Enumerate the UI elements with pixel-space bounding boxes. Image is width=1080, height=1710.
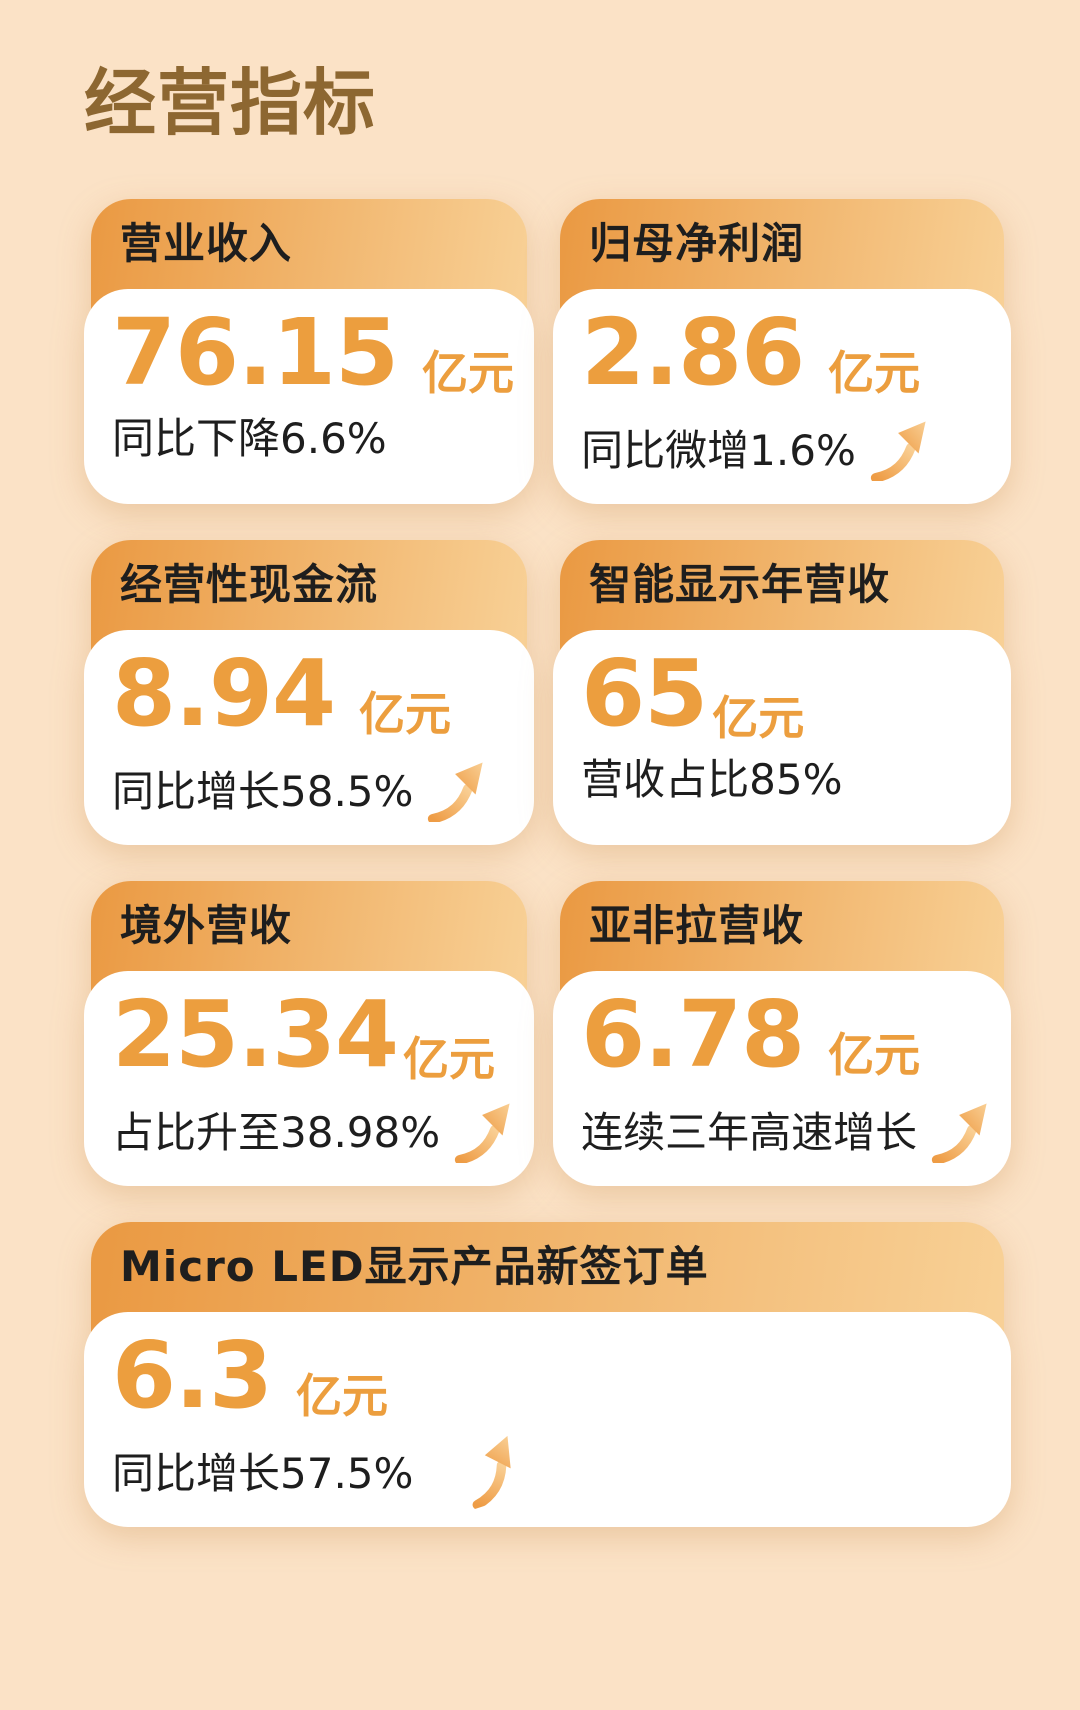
metric-note-row: 同比增长58.5% (112, 754, 516, 823)
metric-note: 同比增长58.5% (112, 766, 414, 816)
metric-unit: 亿元 (359, 686, 451, 741)
card-header: 经营性现金流 (84, 540, 534, 630)
metric-value: 6.3 (112, 1321, 273, 1429)
metric-unit: 亿元 (828, 1027, 921, 1082)
card-header: 境外营收 (84, 881, 534, 971)
card-title: 智能显示年营收 (589, 559, 891, 609)
metric-value-row: 65 亿元 (581, 639, 993, 747)
trend-up-arrow-icon (452, 1099, 516, 1164)
metric-value: 6.78 (581, 980, 805, 1088)
card-title: 经营性现金流 (120, 559, 379, 609)
trend-up-arrow-icon (929, 1099, 993, 1164)
metric-note: 同比增长57.5% (112, 1448, 414, 1498)
card-body: 76.15 亿元 同比下降6.6% (84, 288, 535, 504)
metric-value: 76.15 (112, 298, 399, 406)
metric-value-row: 8.94 亿元 (112, 639, 516, 747)
metric-card-operating-cash-flow: 经营性现金流 8.94 亿元 同比增长58.5% (84, 539, 535, 845)
metric-note: 连续三年高速增长 (581, 1107, 918, 1157)
metric-cards-grid: 营业收入 76.15 亿元 同比下降6.6% 归母净利润 2.86 亿元 (84, 198, 1012, 1527)
card-title: 营业收入 (120, 218, 293, 268)
card-header: 智能显示年营收 (553, 540, 1011, 630)
metric-card-smart-display-revenue: 智能显示年营收 65 亿元 营收占比85% (553, 539, 1012, 845)
metric-unit: 亿元 (828, 345, 921, 400)
metric-card-overseas-revenue: 境外营收 25.34 亿元 占比升至38.98% (84, 880, 535, 1186)
metric-card-net-profit: 归母净利润 2.86 亿元 同比微增1.6% (553, 198, 1012, 504)
metric-value-row: 76.15 亿元 (112, 298, 516, 406)
card-title: Micro LED显示产品新签订单 (120, 1241, 709, 1291)
metric-note: 同比微增1.6% (581, 425, 856, 475)
metric-unit: 亿元 (712, 690, 805, 745)
metric-value: 65 (581, 639, 708, 747)
metric-note-row: 同比增长57.5% (112, 1436, 993, 1510)
card-header: 归母净利润 (553, 199, 1011, 289)
card-header: 亚非拉营收 (553, 881, 1011, 971)
page-title: 经营指标 (84, 61, 377, 145)
metric-note-row: 同比微增1.6% (581, 413, 993, 482)
trend-up-arrow-icon (868, 417, 932, 482)
metric-value: 25.34 (112, 980, 399, 1088)
card-title: 亚非拉营收 (589, 900, 805, 950)
metric-value-row: 6.78 亿元 (581, 980, 993, 1088)
card-body: 2.86 亿元 同比微增1.6% (553, 288, 1012, 504)
card-body: 8.94 亿元 同比增长58.5% (84, 629, 535, 845)
trend-up-arrow-icon (452, 1430, 533, 1511)
metric-card-asia-africa-latam-revenue: 亚非拉营收 6.78 亿元 连续三年高速增长 (553, 880, 1012, 1186)
card-title: 境外营收 (120, 900, 293, 950)
card-header: 营业收入 (84, 199, 534, 289)
metric-unit: 亿元 (295, 1368, 388, 1423)
metric-value-row: 6.3 亿元 (112, 1321, 993, 1429)
metric-value-row: 25.34 亿元 (112, 980, 516, 1088)
metric-unit: 亿元 (422, 345, 515, 400)
card-body: 65 亿元 营收占比85% (553, 629, 1012, 845)
metric-card-micro-led-orders: Micro LED显示产品新签订单 6.3 亿元 同比增长57.5% (84, 1221, 1012, 1527)
metric-unit: 亿元 (403, 1031, 496, 1086)
metric-note: 占比升至38.98% (112, 1107, 441, 1157)
metric-note-row: 占比升至38.98% (112, 1095, 516, 1164)
card-body: 25.34 亿元 占比升至38.98% (84, 970, 535, 1186)
metric-card-revenue: 营业收入 76.15 亿元 同比下降6.6% (84, 198, 535, 504)
metric-note-row: 连续三年高速增长 (581, 1095, 993, 1164)
card-body: 6.78 亿元 连续三年高速增长 (553, 970, 1012, 1186)
business-metrics-infographic: 经营指标 营业收入 76.15 亿元 同比下降6.6% 归母净利润 (84, 61, 1012, 1527)
metric-value: 2.86 (581, 298, 805, 406)
metric-value-row: 2.86 亿元 (581, 298, 993, 406)
card-body: 6.3 亿元 同比增长57.5% (84, 1311, 1012, 1527)
metric-note: 同比下降6.6% (112, 414, 387, 464)
card-header: Micro LED显示产品新签订单 (84, 1222, 1011, 1312)
card-title: 归母净利润 (589, 218, 805, 268)
metric-note-row: 营收占比85% (581, 754, 993, 807)
metric-value: 8.94 (112, 639, 336, 747)
metric-note-row: 同比下降6.6% (112, 413, 516, 466)
metric-note: 营收占比85% (581, 755, 843, 805)
trend-up-arrow-icon (425, 758, 489, 823)
